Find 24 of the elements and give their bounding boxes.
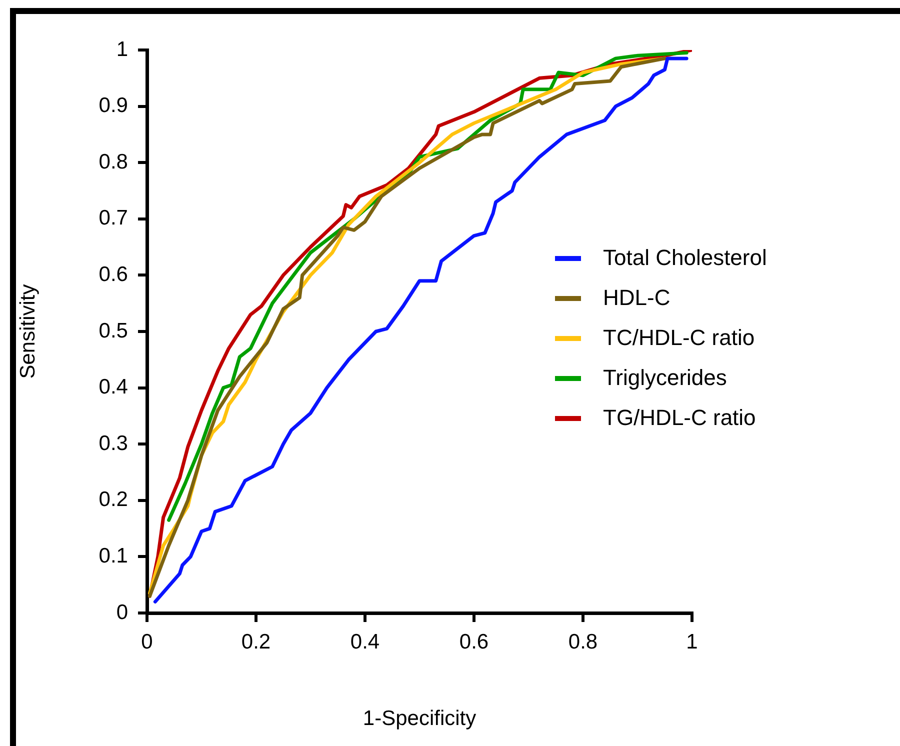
y-tick-label: 1 <box>116 38 128 61</box>
y-tick-label: 0.5 <box>98 319 128 342</box>
y-tick-label: 0.3 <box>98 432 128 455</box>
y-tick-label: 0.1 <box>98 544 128 568</box>
y-tick-label: 0.7 <box>98 206 128 230</box>
x-tick-label: 0.2 <box>241 630 271 654</box>
legend-label: Total Cholesterol <box>603 245 767 271</box>
y-tick-label: 0.2 <box>98 488 128 512</box>
y-tick-label: 0.6 <box>98 262 128 286</box>
x-tick-label: 0.8 <box>568 630 598 654</box>
y-tick-label: 0.9 <box>98 94 128 118</box>
x-tick-label: 0 <box>141 630 153 654</box>
y-tick-label: 0.8 <box>98 150 128 174</box>
x-axis-title: 1-Specificity <box>362 707 477 730</box>
y-tick-label: 0 <box>116 600 128 624</box>
y-tick-label: 0.4 <box>98 376 128 399</box>
legend-label: TG/HDL-C ratio <box>603 405 756 431</box>
x-tick-label: 1 <box>686 630 698 654</box>
y-axis-title: Sensitivity <box>16 284 40 379</box>
x-tick-label: 0.4 <box>350 630 380 654</box>
x-tick-label: 0.6 <box>459 630 489 654</box>
legend-label: TC/HDL-C ratio <box>603 325 755 351</box>
legend-label: Triglycerides <box>603 365 727 391</box>
legend-label: HDL-C <box>603 285 670 311</box>
